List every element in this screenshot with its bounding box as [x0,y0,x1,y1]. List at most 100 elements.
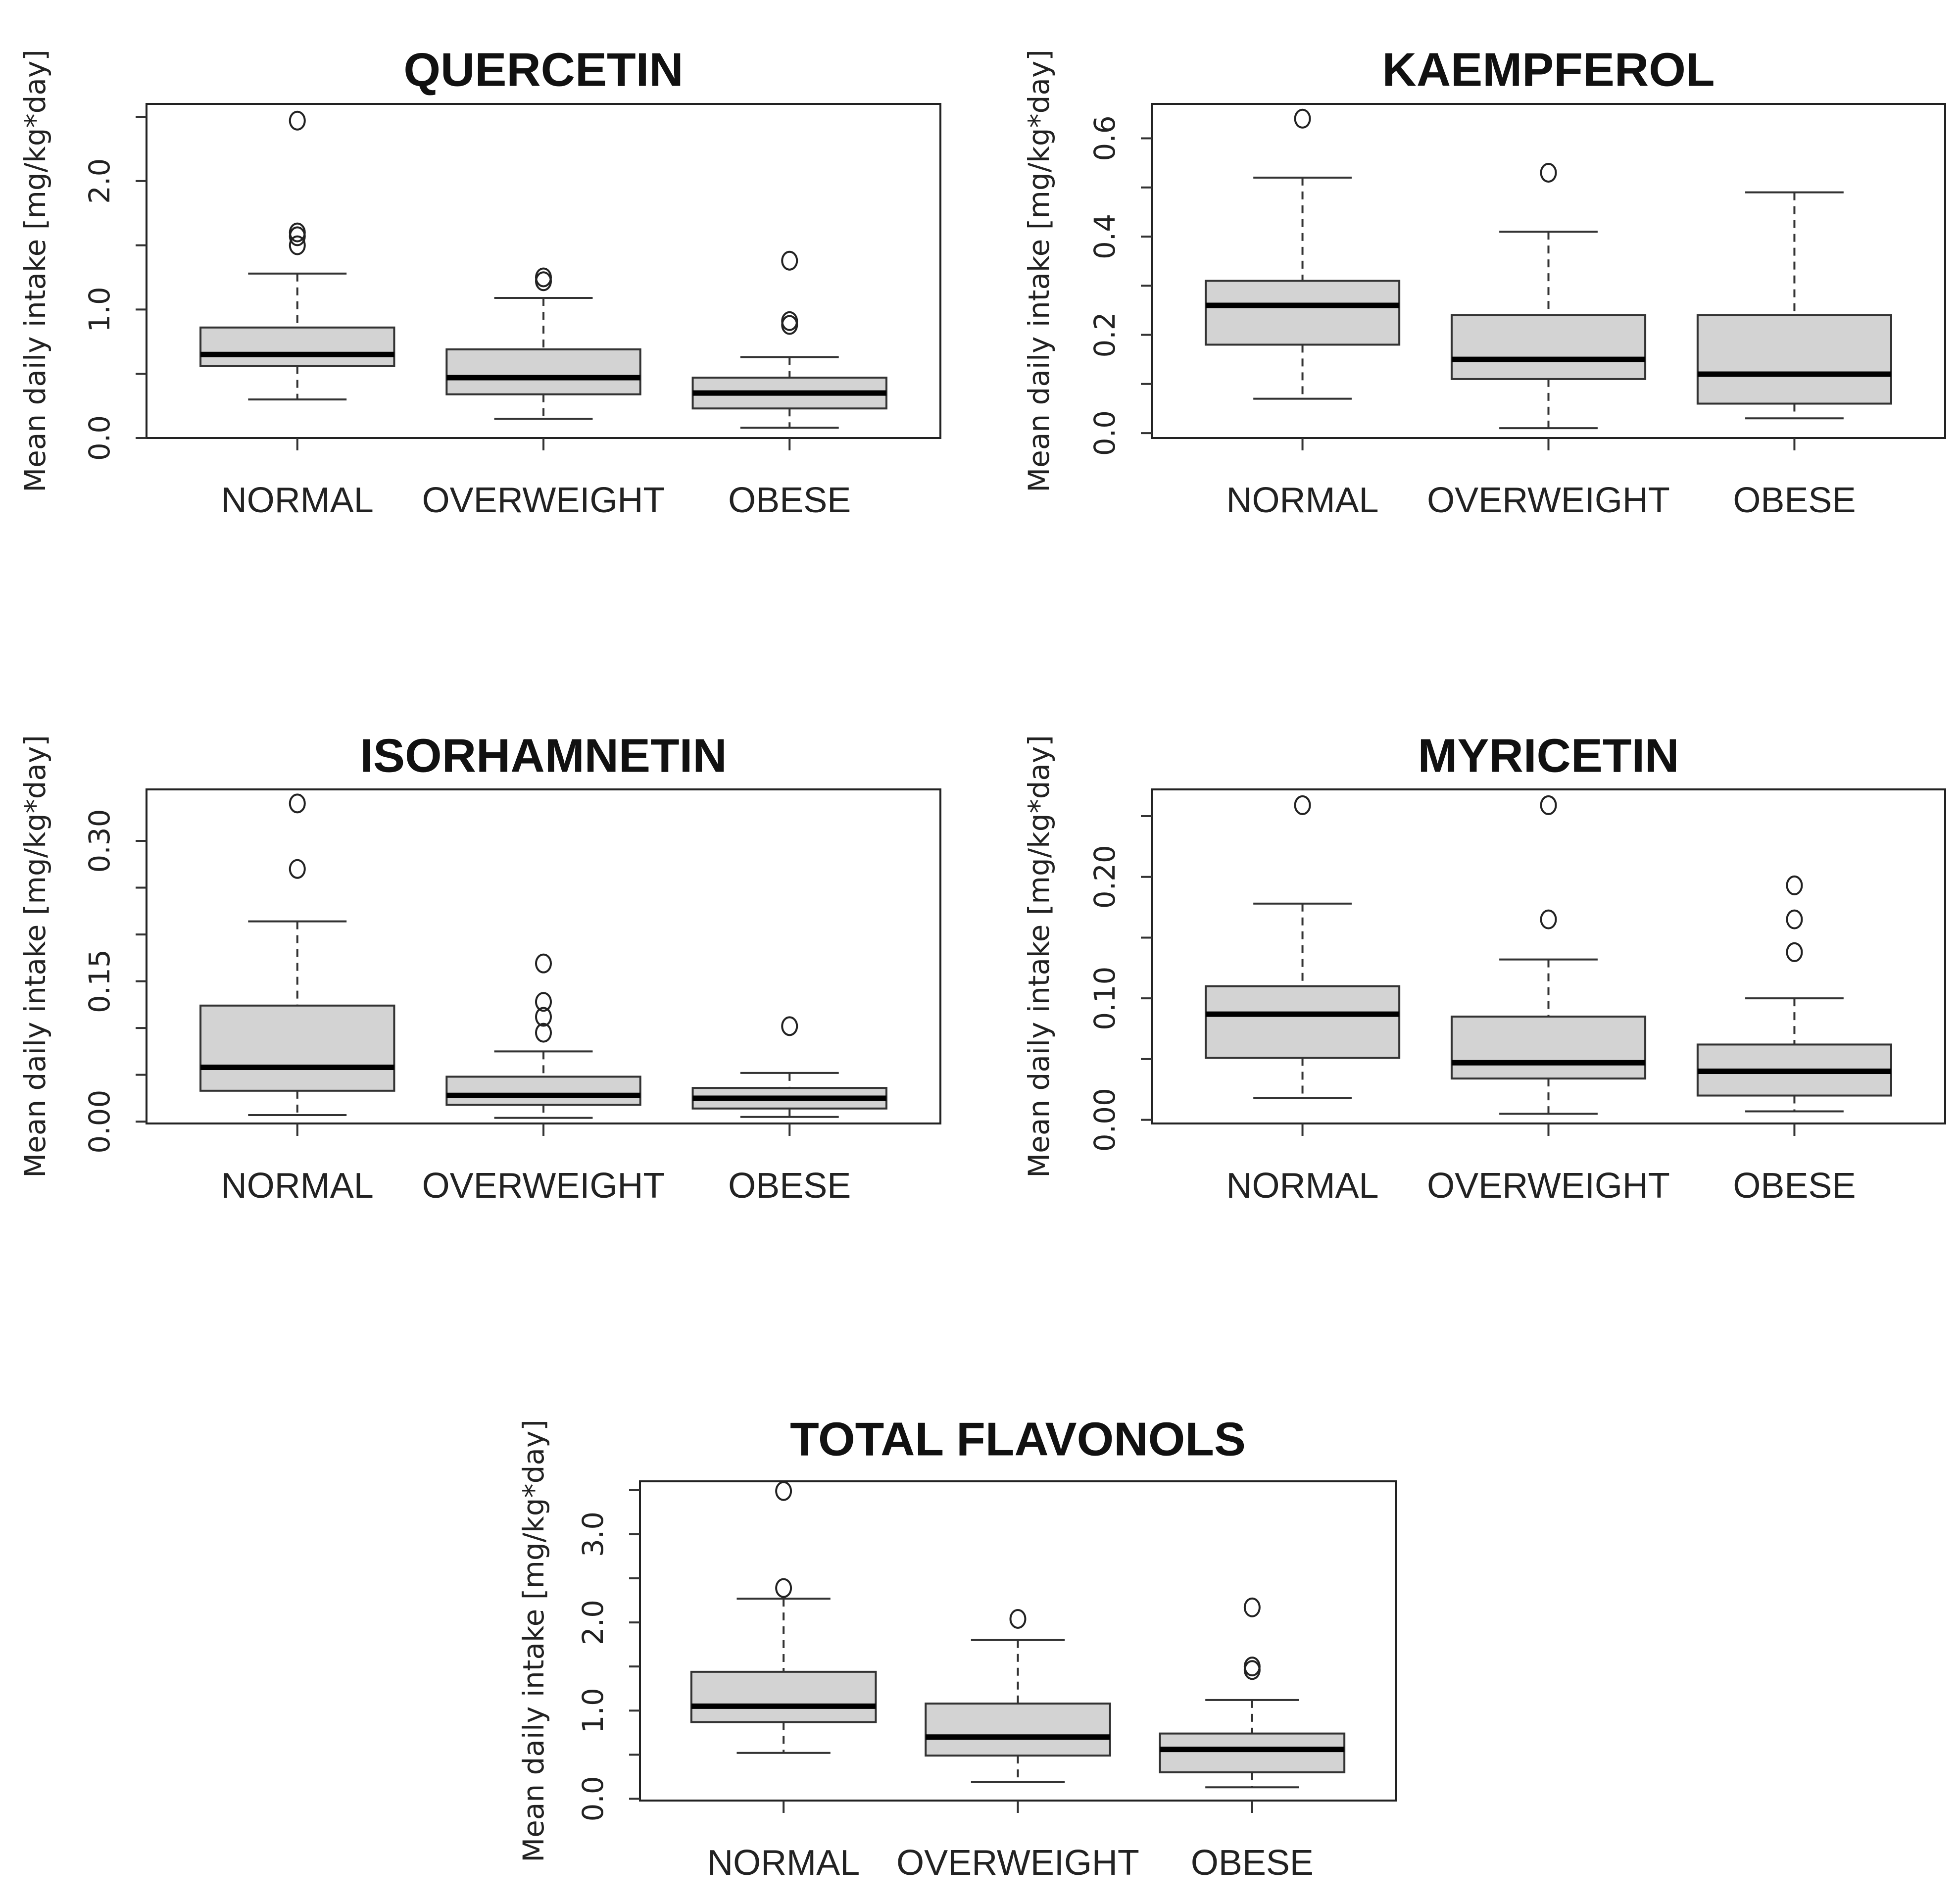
outlier-point [535,992,552,1012]
category-label: OVERWEIGHT [422,481,665,520]
box-obese [1696,875,1892,1113]
y-axis-label: Mean daily intake [mg/kg*day] [517,1419,550,1862]
category-label: OVERWEIGHT [896,1843,1139,1883]
outlier-point [781,1016,798,1036]
box-overweight [1450,162,1647,430]
box-iqr [1450,314,1647,380]
y-axis-label: Mean daily intake [mg/kg*day] [1022,735,1056,1178]
y-axis-label: Mean daily intake [mg/kg*day] [18,735,52,1178]
outlier-point [1786,942,1803,962]
chart-kaempferol: KAEMPFEROL Mean daily intake [mg/kg*day] 0… [1022,43,1946,520]
chart-quercetin: QUERCETIN Mean daily intake [mg/kg*day] 0.… [18,43,941,520]
y-tick-label: 0.2 [1088,312,1122,357]
box-normal [199,793,395,1116]
y-tick-label: 0.10 [1088,967,1122,1030]
y-tick-label: 0.0 [1088,410,1122,456]
category-label: NORMAL [1226,481,1379,520]
box-overweight [1450,795,1647,1115]
chart-title: KAEMPFEROL [1382,43,1715,96]
outlier-point [1243,1597,1261,1617]
category-label: NORMAL [221,481,374,520]
chart-total-flavonols: TOTAL FLAVONOLS Mean daily intake [mg/kg*… [517,1413,1397,1883]
box-iqr [1205,985,1401,1059]
y-tick-label: 2.0 [576,1600,610,1645]
outlier-point [535,953,552,974]
y-tick-label: 0.6 [1088,115,1122,161]
outlier-point [781,250,798,271]
box-normal [690,1481,877,1754]
y-tick-label: 2.0 [83,158,116,204]
outlier-point [535,1023,552,1043]
chart-title: ISORHAMNETIN [360,729,727,782]
outlier-point [1243,1657,1261,1677]
category-label: OBESE [1191,1843,1314,1883]
chart-myricetin: MYRICETIN Mean daily intake [mg/kg*day] 0.… [1022,729,1946,1206]
category-label: NORMAL [1226,1166,1379,1206]
outlier-point [289,859,306,879]
box-iqr [199,1004,395,1092]
outlier-point [775,1578,792,1598]
y-axis-label: Mean daily intake [mg/kg*day] [18,49,52,492]
box-normal [1205,108,1401,400]
category-label: NORMAL [221,1166,374,1206]
y-tick-label: 0.15 [83,949,116,1013]
box-obese [691,1016,887,1118]
y-tick-label: 0.4 [1088,214,1122,259]
box-obese [1696,191,1892,420]
outlier-point [781,311,798,331]
outlier-point [1009,1609,1027,1629]
outlier-point [775,1481,792,1501]
chart-title: MYRICETIN [1418,729,1679,782]
box-iqr [1205,280,1401,346]
chart-isorhamnetin: ISORHAMNETIN Mean daily intake [mg/kg*day… [18,729,941,1206]
box-iqr [690,1670,877,1723]
outlier-point [1540,162,1557,183]
outlier-point [1540,909,1557,929]
outlier-point [535,271,552,292]
box-obese [1159,1597,1346,1789]
outlier-point [1294,795,1311,815]
category-label: OVERWEIGHT [1427,1166,1670,1206]
box-iqr [445,1075,641,1106]
box-overweight [445,267,641,420]
outlier-point [1786,875,1803,895]
outlier-point [1786,909,1803,929]
box-iqr [1450,1016,1647,1080]
category-label: OBESE [1733,1166,1856,1206]
outlier-point [289,222,306,243]
y-tick-label: 0.0 [576,1776,610,1821]
y-tick-label: 0.30 [83,809,116,873]
category-label: OBESE [1733,481,1856,520]
y-tick-label: 0.00 [1088,1088,1122,1152]
y-tick-label: 1.0 [576,1688,610,1733]
category-label: OVERWEIGHT [1427,481,1670,520]
box-obese [691,250,887,429]
outlier-point [535,1007,552,1027]
y-tick-label: 0.00 [83,1090,116,1154]
box-iqr [925,1703,1111,1757]
y-tick-label: 1.0 [83,287,116,332]
outlier-point [289,235,306,255]
outlier-point [535,267,552,288]
y-tick-label: 0.20 [1088,845,1122,909]
outlier-point [289,110,306,131]
y-axis-label: Mean daily intake [mg/kg*day] [1022,49,1056,492]
category-label: OBESE [728,1166,851,1206]
chart-title: TOTAL FLAVONOLS [790,1413,1246,1465]
box-normal [1205,795,1401,1099]
box-iqr [1696,314,1892,405]
y-tick-label: 3.0 [576,1512,610,1557]
category-label: OBESE [728,481,851,520]
box-iqr [1159,1732,1346,1773]
box-iqr [199,326,395,367]
box-overweight [925,1609,1111,1783]
chart-title: QUERCETIN [403,43,683,96]
outlier-point [781,315,798,335]
box-overweight [445,953,641,1119]
category-label: OVERWEIGHT [422,1166,665,1206]
category-label: NORMAL [707,1843,860,1883]
box-iqr [445,348,641,395]
outlier-point [1294,108,1311,129]
y-tick-label: 0.0 [83,415,116,461]
